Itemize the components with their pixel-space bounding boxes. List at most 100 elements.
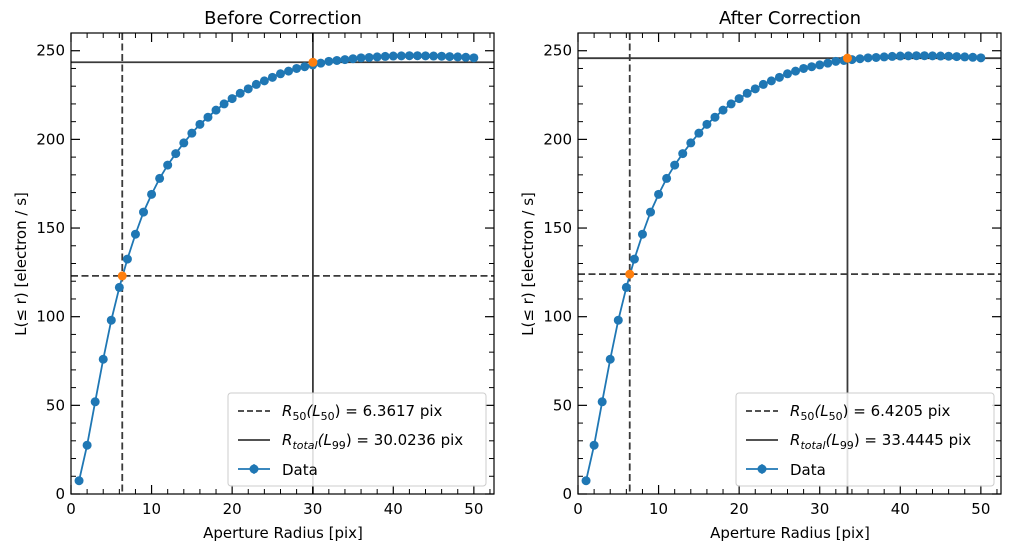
data-point: [710, 112, 720, 122]
x-tick-label: 40: [384, 500, 403, 518]
data-point: [98, 354, 108, 364]
data-point: [163, 160, 173, 170]
data-point: [106, 315, 116, 325]
data-point: [903, 51, 913, 61]
data-point: [694, 128, 704, 138]
data-point: [686, 138, 696, 148]
data-point: [396, 51, 406, 61]
highlight-point: [625, 269, 635, 279]
legend-swatch-data-marker: [757, 464, 767, 474]
data-point: [976, 53, 986, 63]
data-point: [823, 58, 833, 68]
y-tick-label: 100: [36, 308, 65, 326]
data-point: [243, 84, 253, 94]
y-axis-label: L(≤ r) [electron / s]: [12, 192, 30, 336]
data-point: [678, 149, 688, 159]
x-tick-label: 10: [142, 500, 161, 518]
data-point: [637, 229, 647, 239]
legend-swatch-data-marker: [249, 464, 259, 474]
data-point: [646, 207, 656, 217]
data-point: [662, 173, 672, 183]
data-point: [718, 105, 728, 115]
y-tick-label: 100: [543, 308, 572, 326]
x-tick-label: 50: [971, 500, 990, 518]
data-point: [461, 52, 471, 62]
y-axis-label: L(≤ r) [electron / s]: [519, 192, 537, 336]
data-point: [782, 69, 792, 79]
data-point: [758, 79, 768, 89]
y-tick-label: 50: [553, 396, 572, 414]
x-tick-label: 0: [573, 500, 583, 518]
data-point: [911, 51, 921, 61]
panel-before-correction: Before Correction Aperture Radius [pix] …: [12, 8, 495, 542]
data-point: [372, 52, 382, 62]
data-point: [348, 54, 358, 64]
data-point: [275, 69, 285, 79]
data-point: [581, 476, 591, 486]
data-point: [332, 55, 342, 65]
y-tick-label: 0: [562, 485, 572, 503]
legend-label-r50: R50(L50) = 6.4205 pix: [790, 402, 951, 423]
x-tick-label: 0: [66, 500, 76, 518]
data-point: [364, 52, 374, 62]
data-point: [453, 52, 463, 62]
y-tick-label: 150: [543, 219, 572, 237]
x-tick-label: 10: [649, 500, 668, 518]
y-tick-label: 200: [36, 130, 65, 148]
data-point: [82, 440, 92, 450]
data-point: [147, 189, 157, 199]
highlight-point: [842, 53, 852, 63]
data-point: [284, 66, 294, 76]
data-point: [863, 53, 873, 63]
data-point: [831, 56, 841, 66]
data-point: [887, 51, 897, 61]
legend-label-data: Data: [790, 461, 826, 479]
y-tick-label: 50: [46, 396, 65, 414]
data-point: [670, 160, 680, 170]
y-tick-label: 150: [36, 219, 65, 237]
legend: R50(L50) = 6.4205 pix Rtotal(L99) = 33.4…: [735, 392, 995, 487]
data-point: [629, 254, 639, 264]
data-point: [219, 99, 229, 109]
data-point: [895, 51, 905, 61]
chart-title: Before Correction: [204, 8, 362, 29]
data-point: [726, 99, 736, 109]
data-point: [203, 112, 213, 122]
legend-box: [735, 392, 995, 487]
data-point: [960, 52, 970, 62]
legend-label-rtotal: Rtotal(L99) = 30.0236 pix: [282, 431, 463, 452]
data-point: [421, 51, 431, 61]
data-point: [171, 149, 181, 159]
data-point: [187, 128, 197, 138]
data-point: [702, 119, 712, 129]
data-point: [155, 173, 165, 183]
data-point: [130, 229, 140, 239]
data-point: [807, 62, 817, 72]
legend: R50(L50) = 6.3617 pix Rtotal(L99) = 30.0…: [227, 392, 487, 487]
x-tick-label: 50: [464, 500, 483, 518]
x-axis-label: Aperture Radius [pix]: [203, 524, 363, 542]
data-point: [879, 52, 889, 62]
data-point: [815, 60, 825, 70]
x-tick-label: 30: [810, 500, 829, 518]
data-point: [324, 56, 334, 66]
data-point: [734, 94, 744, 104]
data-point: [952, 52, 962, 62]
data-point: [74, 476, 84, 486]
data-point: [259, 76, 269, 86]
data-point: [267, 72, 277, 82]
data-point: [621, 282, 631, 292]
data-point: [300, 62, 310, 72]
data-point: [380, 51, 390, 61]
data-point: [429, 51, 439, 61]
chart-title: After Correction: [719, 8, 861, 29]
legend-box: [227, 392, 487, 487]
y-tick-label: 250: [36, 42, 65, 60]
y-tick-label: 200: [543, 130, 572, 148]
x-axis-label: Aperture Radius [pix]: [710, 524, 870, 542]
legend-label-data: Data: [282, 461, 318, 479]
y-tick-label: 0: [55, 485, 65, 503]
data-point: [404, 51, 414, 61]
data-point: [211, 105, 221, 115]
highlight-point: [308, 57, 318, 67]
